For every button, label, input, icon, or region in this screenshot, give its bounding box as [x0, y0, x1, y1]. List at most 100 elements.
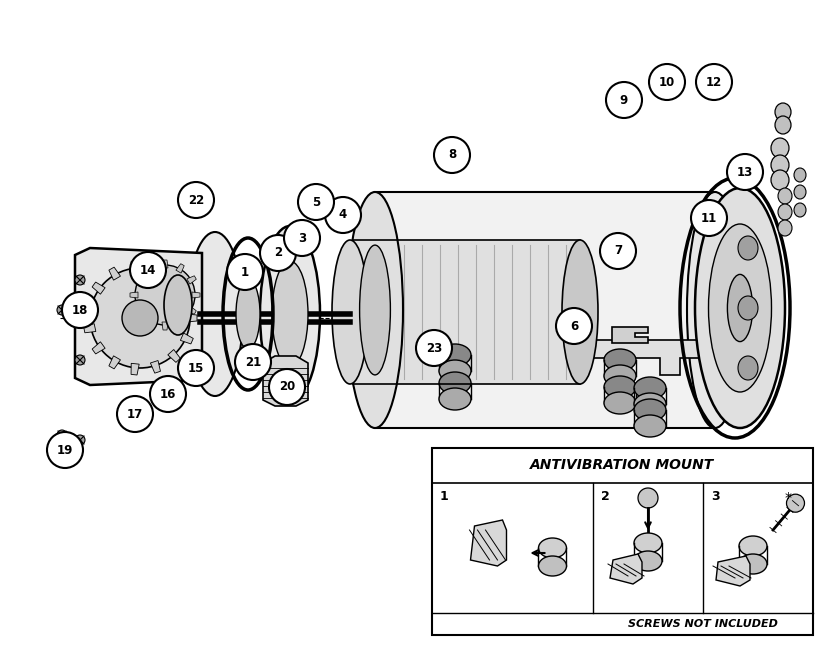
- Circle shape: [649, 64, 685, 100]
- Ellipse shape: [187, 232, 243, 396]
- Polygon shape: [180, 333, 194, 344]
- Ellipse shape: [260, 226, 320, 402]
- Ellipse shape: [122, 300, 158, 336]
- Polygon shape: [131, 364, 139, 375]
- Text: 10: 10: [659, 75, 675, 88]
- Polygon shape: [176, 317, 185, 326]
- Circle shape: [235, 344, 271, 380]
- Ellipse shape: [347, 192, 403, 428]
- Ellipse shape: [75, 275, 85, 285]
- Ellipse shape: [75, 435, 85, 445]
- Circle shape: [298, 184, 334, 220]
- Text: 9: 9: [620, 94, 628, 107]
- Ellipse shape: [604, 392, 636, 414]
- Ellipse shape: [775, 103, 791, 121]
- Circle shape: [606, 82, 642, 118]
- Polygon shape: [612, 327, 648, 343]
- Ellipse shape: [771, 138, 789, 158]
- Text: 19: 19: [57, 443, 73, 456]
- Text: 8: 8: [448, 148, 456, 162]
- Polygon shape: [146, 317, 154, 326]
- Circle shape: [227, 254, 263, 290]
- Ellipse shape: [778, 220, 792, 236]
- Ellipse shape: [794, 185, 806, 199]
- Circle shape: [696, 64, 732, 100]
- Text: 12: 12: [706, 75, 722, 88]
- Ellipse shape: [439, 344, 471, 366]
- Polygon shape: [716, 556, 750, 586]
- Polygon shape: [109, 356, 120, 369]
- Ellipse shape: [634, 415, 666, 437]
- Text: SCREWS NOT INCLUDED: SCREWS NOT INCLUDED: [628, 619, 778, 629]
- Circle shape: [691, 200, 727, 236]
- Ellipse shape: [634, 533, 662, 553]
- Text: 3: 3: [711, 490, 719, 504]
- Ellipse shape: [539, 538, 566, 558]
- Ellipse shape: [439, 388, 471, 410]
- Ellipse shape: [638, 488, 658, 508]
- Ellipse shape: [778, 204, 792, 220]
- Text: ANTIVIBRATION MOUNT: ANTIVIBRATION MOUNT: [531, 458, 714, 472]
- Ellipse shape: [786, 494, 804, 512]
- Ellipse shape: [634, 393, 666, 415]
- Polygon shape: [131, 261, 139, 273]
- Ellipse shape: [739, 536, 767, 556]
- Ellipse shape: [135, 265, 195, 325]
- Circle shape: [90, 268, 190, 368]
- Polygon shape: [471, 520, 507, 566]
- Polygon shape: [109, 267, 120, 280]
- Ellipse shape: [604, 365, 636, 387]
- Polygon shape: [187, 306, 196, 314]
- Ellipse shape: [604, 376, 636, 398]
- Text: 7: 7: [614, 245, 622, 258]
- Polygon shape: [92, 342, 105, 354]
- Ellipse shape: [539, 556, 566, 576]
- Text: 17: 17: [127, 407, 143, 421]
- Polygon shape: [192, 292, 200, 298]
- Circle shape: [434, 137, 470, 173]
- Text: 2: 2: [274, 247, 282, 260]
- Text: 21: 21: [245, 356, 261, 368]
- Text: 5: 5: [311, 196, 321, 209]
- Text: 22: 22: [188, 194, 204, 207]
- Ellipse shape: [439, 372, 471, 394]
- Circle shape: [178, 182, 214, 218]
- Text: 2: 2: [601, 490, 610, 504]
- Ellipse shape: [439, 360, 471, 382]
- Polygon shape: [162, 260, 168, 268]
- Polygon shape: [263, 356, 308, 406]
- Circle shape: [117, 396, 153, 432]
- Polygon shape: [133, 276, 143, 284]
- Polygon shape: [353, 240, 580, 384]
- Ellipse shape: [562, 240, 598, 384]
- Ellipse shape: [57, 305, 67, 315]
- Circle shape: [178, 350, 214, 386]
- Circle shape: [556, 308, 592, 344]
- Ellipse shape: [604, 349, 636, 371]
- Polygon shape: [580, 340, 750, 375]
- Ellipse shape: [794, 168, 806, 182]
- Text: 6: 6: [570, 320, 578, 332]
- Ellipse shape: [771, 155, 789, 175]
- Circle shape: [47, 432, 83, 468]
- Polygon shape: [168, 349, 180, 362]
- Text: *: *: [784, 491, 792, 505]
- Circle shape: [260, 235, 296, 271]
- Polygon shape: [186, 314, 197, 322]
- Polygon shape: [83, 324, 96, 333]
- Text: 23: 23: [426, 341, 442, 354]
- Circle shape: [727, 154, 763, 190]
- Polygon shape: [151, 263, 161, 275]
- Text: 1: 1: [440, 490, 449, 504]
- Ellipse shape: [332, 240, 368, 384]
- Ellipse shape: [728, 275, 752, 341]
- Circle shape: [416, 330, 452, 366]
- Circle shape: [284, 220, 320, 256]
- Polygon shape: [162, 322, 168, 330]
- Polygon shape: [75, 248, 202, 385]
- Polygon shape: [133, 306, 143, 314]
- Ellipse shape: [164, 275, 192, 335]
- Polygon shape: [146, 264, 154, 273]
- Polygon shape: [92, 282, 105, 294]
- Ellipse shape: [695, 188, 785, 428]
